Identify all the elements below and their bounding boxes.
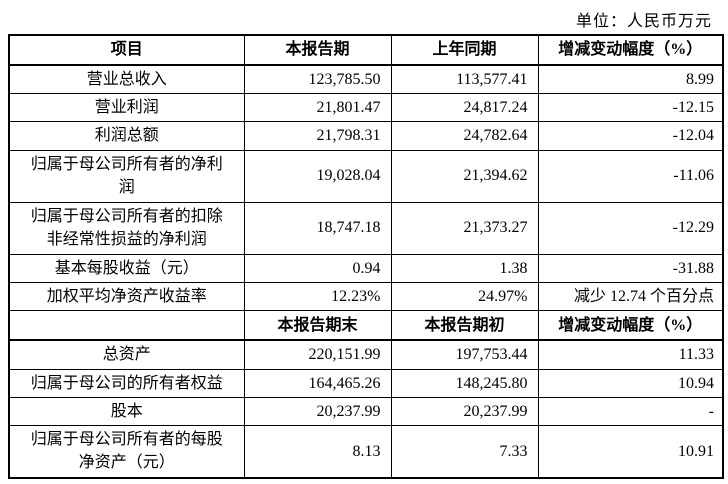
current-value: 123,785.50 xyxy=(243,64,392,95)
change-value: - xyxy=(537,396,724,427)
unit-label: 单位：人民币万元 xyxy=(575,13,712,30)
table-row-weighted-roe: 加权平均净资产收益率 12.23% 24.97% 减少 12.74 个百分点 xyxy=(8,281,724,311)
header-period-end: 本报告期末 xyxy=(243,309,392,342)
current-value: 21,801.47 xyxy=(243,93,392,123)
change-value: -12.04 xyxy=(537,121,724,151)
prior-value: 20,237.99 xyxy=(390,396,539,427)
prior-value: 24,782.64 xyxy=(390,121,539,151)
change-value: -11.06 xyxy=(537,149,724,203)
change-value: -31.88 xyxy=(537,253,724,283)
change-value: -12.15 xyxy=(537,93,724,123)
table-row-basic-eps: 基本每股收益（元） 0.94 1.38 -31.88 xyxy=(8,253,724,283)
section2-header-row: 本报告期末 本报告期初 增减变动幅度（%） xyxy=(8,309,724,342)
current-value: 220,151.99 xyxy=(243,339,392,370)
current-value: 20,237.99 xyxy=(243,396,392,427)
table-row-net-profit-parent: 归属于母公司所有者的净利润 19,028.04 21,394.62 -11.06 xyxy=(8,149,724,203)
prior-value: 7.33 xyxy=(390,425,539,478)
current-value: 21,798.31 xyxy=(243,121,392,151)
header-item: 项目 xyxy=(8,34,245,66)
header-current-period: 本报告期 xyxy=(243,34,392,66)
table-row-total-assets: 总资产 220,151.99 197,753.44 11.33 xyxy=(8,339,724,370)
header-change-rate: 增减变动幅度（%） xyxy=(537,309,724,342)
change-value: 10.94 xyxy=(537,368,724,398)
current-value: 8.13 xyxy=(243,425,392,478)
row-label: 股本 xyxy=(8,396,245,427)
change-value: -12.29 xyxy=(537,201,724,255)
current-value: 0.94 xyxy=(243,253,392,283)
header-blank xyxy=(8,309,245,342)
row-label: 营业总收入 xyxy=(8,64,245,95)
header-change-rate: 增减变动幅度（%） xyxy=(537,34,724,66)
prior-value: 113,577.41 xyxy=(390,64,539,95)
prior-value: 24.97% xyxy=(390,281,539,311)
prior-value: 1.38 xyxy=(390,253,539,283)
row-label: 归属于母公司所有者的每股净资产（元） xyxy=(8,425,245,478)
table-row-share-capital: 股本 20,237.99 20,237.99 - xyxy=(8,396,724,427)
financial-summary-table: 项目 本报告期 上年同期 增减变动幅度（%） 营业总收入 123,785.50 … xyxy=(8,34,724,479)
row-label: 归属于母公司所有者的净利润 xyxy=(8,149,245,203)
prior-value: 24,817.24 xyxy=(390,93,539,123)
row-label: 归属于母公司所有者的扣除非经常性损益的净利润 xyxy=(8,201,245,255)
section1-header-row: 项目 本报告期 上年同期 增减变动幅度（%） xyxy=(8,34,724,66)
current-value: 12.23% xyxy=(243,281,392,311)
prior-value: 197,753.44 xyxy=(390,339,539,370)
change-value: 11.33 xyxy=(537,339,724,370)
current-value: 18,747.18 xyxy=(243,201,392,255)
table-row-total-profit: 利润总额 21,798.31 24,782.64 -12.04 xyxy=(8,121,724,151)
prior-value: 21,373.27 xyxy=(390,201,539,255)
row-label: 加权平均净资产收益率 xyxy=(8,281,245,311)
header-period-begin: 本报告期初 xyxy=(390,309,539,342)
prior-value: 148,245.80 xyxy=(390,368,539,398)
row-label: 基本每股收益（元） xyxy=(8,253,245,283)
table-row-operating-profit: 营业利润 21,801.47 24,817.24 -12.15 xyxy=(8,93,724,123)
table-row-total-revenue: 营业总收入 123,785.50 113,577.41 8.99 xyxy=(8,64,724,95)
prior-value: 21,394.62 xyxy=(390,149,539,203)
current-value: 164,465.26 xyxy=(243,368,392,398)
change-value: 减少 12.74 个百分点 xyxy=(537,281,724,311)
change-value: 8.99 xyxy=(537,64,724,95)
table-row-owners-equity-parent: 归属于母公司的所有者权益 164,465.26 148,245.80 10.94 xyxy=(8,368,724,398)
change-value: 10.91 xyxy=(537,425,724,478)
current-value: 19,028.04 xyxy=(243,149,392,203)
header-prior-period: 上年同期 xyxy=(390,34,539,66)
row-label: 营业利润 xyxy=(8,93,245,123)
row-label: 总资产 xyxy=(8,339,245,370)
table-row-net-profit-excl-nonrecurring: 归属于母公司所有者的扣除非经常性损益的净利润 18,747.18 21,373.… xyxy=(8,201,724,255)
row-label: 归属于母公司的所有者权益 xyxy=(8,368,245,398)
row-label: 利润总额 xyxy=(8,121,245,151)
table-row-net-assets-per-share: 归属于母公司所有者的每股净资产（元） 8.13 7.33 10.91 xyxy=(8,425,724,478)
